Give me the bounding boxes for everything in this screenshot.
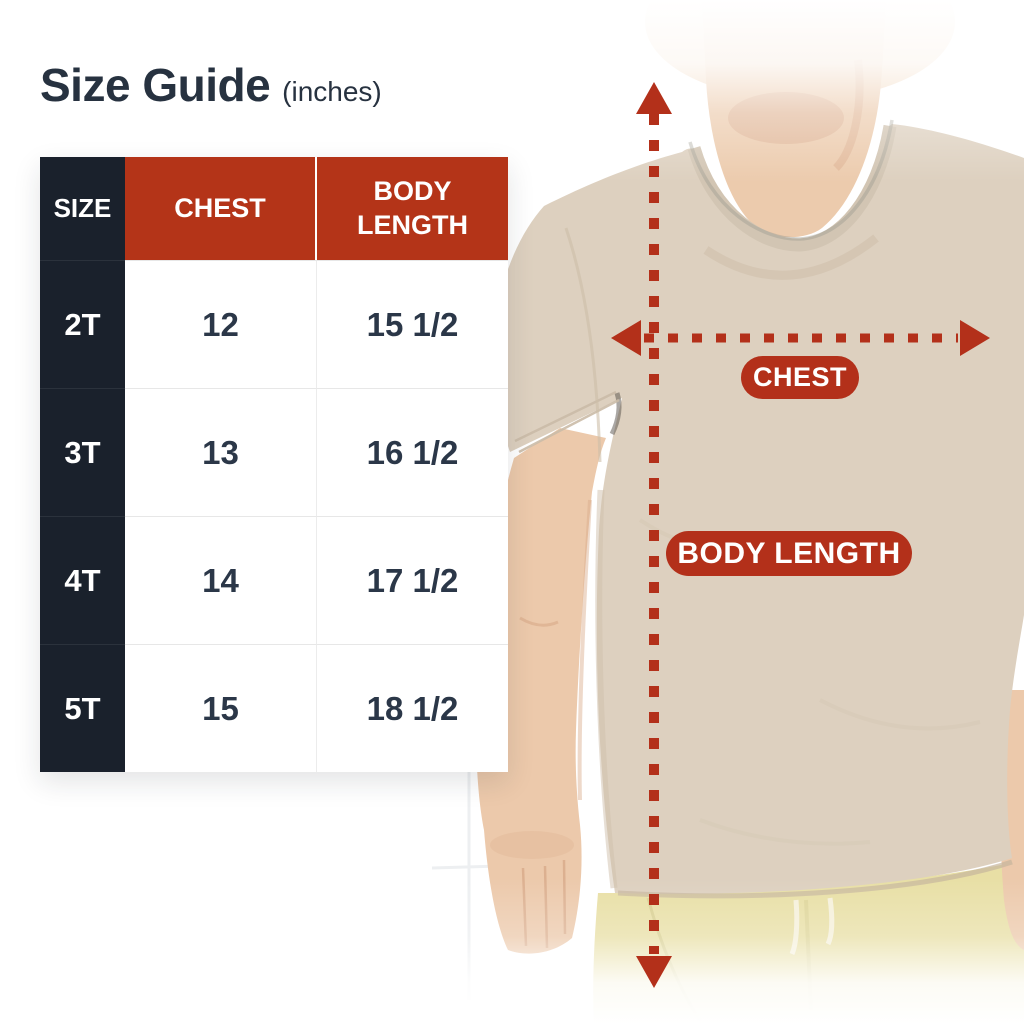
size-table: SIZE CHEST BODY LENGTH 2T 12 15 1/2 3T 1… [40, 157, 508, 772]
page-title-units: (inches) [282, 76, 382, 107]
column-header-size: SIZE [40, 157, 125, 260]
body-length-value: 15 1/2 [317, 260, 508, 388]
chest-measure-arrow [611, 320, 990, 356]
arrow-right-icon [960, 320, 990, 356]
size-row-label: 2T [40, 260, 125, 388]
column-header-body-length-label: BODY LENGTH [357, 175, 468, 240]
body-length-value: 18 1/2 [317, 644, 508, 772]
size-row-label: 4T [40, 516, 125, 644]
page-title: Size Guide [40, 59, 271, 111]
photo-bottom-fade [428, 878, 1024, 1024]
body-length-measure-arrow [636, 82, 672, 988]
arrow-up-icon [636, 82, 672, 114]
chest-value: 12 [125, 260, 317, 388]
chest-measure-label: CHEST [741, 356, 859, 399]
title-row: Size Guide (inches) [40, 60, 382, 111]
collar [687, 124, 897, 252]
size-row-label: 5T [40, 644, 125, 772]
size-row-label: 3T [40, 388, 125, 516]
chest-value: 14 [125, 516, 317, 644]
body-length-value: 17 1/2 [317, 516, 508, 644]
chest-value: 13 [125, 388, 317, 516]
tshirt-graphic [494, 119, 1024, 899]
body-length-measure-label: BODY LENGTH [666, 531, 912, 576]
chest-value: 15 [125, 644, 317, 772]
arrow-left-icon [611, 320, 641, 356]
column-header-body-length: BODY LENGTH [317, 157, 508, 260]
armpit-shadow [609, 392, 622, 436]
arrow-down-icon [636, 956, 672, 988]
photo-top-fade [520, 0, 1024, 182]
column-header-chest: CHEST [125, 157, 317, 260]
body-length-value: 16 1/2 [317, 388, 508, 516]
